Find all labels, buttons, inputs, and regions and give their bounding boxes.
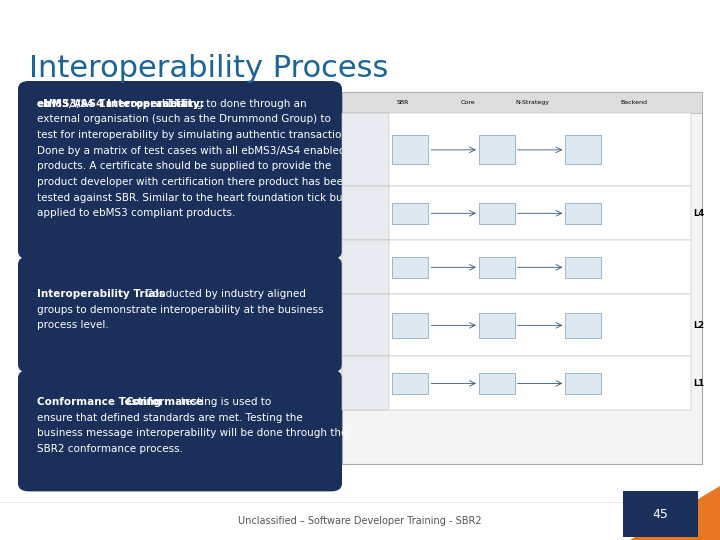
Text: Conformance: Conformance bbox=[126, 397, 204, 407]
Bar bbox=[479, 202, 515, 224]
Text: Conformance Testing: Conformance Testing bbox=[37, 397, 162, 407]
Bar bbox=[342, 240, 691, 294]
Bar bbox=[565, 256, 601, 278]
Bar bbox=[565, 373, 601, 394]
Text: L1: L1 bbox=[693, 379, 704, 388]
Bar bbox=[565, 313, 601, 338]
Text: ebMS3/AS4 Interoperability:: ebMS3/AS4 Interoperability: bbox=[37, 99, 206, 109]
Text: L4: L4 bbox=[693, 209, 704, 218]
Bar bbox=[342, 186, 691, 240]
Bar bbox=[342, 240, 389, 294]
Text: products. A certificate should be supplied to provide the: products. A certificate should be suppli… bbox=[37, 161, 332, 172]
Text: test for interoperability by simulating authentic transaction.: test for interoperability by simulating … bbox=[37, 130, 352, 140]
Text: applied to ebMS3 compliant products.: applied to ebMS3 compliant products. bbox=[37, 208, 236, 219]
Text: Component and
Unit: Component and Unit bbox=[344, 320, 386, 330]
Text: Done by a matrix of test cases with all ebMS3/AS4 enabled: Done by a matrix of test cases with all … bbox=[37, 146, 346, 156]
FancyBboxPatch shape bbox=[623, 491, 698, 537]
Bar bbox=[392, 373, 428, 394]
Text: Unit
Conformance: Unit Conformance bbox=[348, 378, 382, 389]
Text: ensure that defined standards are met. Testing the: ensure that defined standards are met. T… bbox=[37, 413, 303, 423]
Bar bbox=[392, 202, 428, 224]
Text: SBR2 conformance process.: SBR2 conformance process. bbox=[37, 444, 184, 454]
Text: Interoperability
AS4/ebMS3: Interoperability AS4/ebMS3 bbox=[345, 145, 385, 156]
FancyBboxPatch shape bbox=[18, 81, 342, 259]
Text: process level.: process level. bbox=[37, 320, 109, 330]
Text: 45: 45 bbox=[652, 508, 668, 521]
Text: SBR: SBR bbox=[397, 100, 410, 105]
Bar bbox=[479, 373, 515, 394]
Bar bbox=[392, 256, 428, 278]
Text: L2: L2 bbox=[693, 321, 704, 330]
Bar bbox=[342, 294, 389, 356]
FancyBboxPatch shape bbox=[342, 92, 702, 464]
Text: Core: Core bbox=[461, 100, 475, 105]
Text: eCSO Test Strategy V0.2: eCSO Test Strategy V0.2 bbox=[349, 100, 442, 109]
Text: Unclassified – Software Developer Training - SBR2: Unclassified – Software Developer Traini… bbox=[238, 516, 482, 526]
Bar bbox=[342, 113, 691, 186]
Bar bbox=[479, 313, 515, 338]
Text: tested against SBR. Similar to the heart foundation tick but: tested against SBR. Similar to the heart… bbox=[37, 193, 347, 203]
Text: ebMS3/AS4 Interoperability:: ebMS3/AS4 Interoperability: bbox=[37, 99, 204, 109]
Text: Testing to done through an: Testing to done through an bbox=[163, 99, 307, 109]
Bar bbox=[392, 136, 428, 165]
Text: groups to demonstrate interoperability at the business: groups to demonstrate interoperability a… bbox=[37, 305, 324, 315]
Bar bbox=[565, 136, 601, 165]
Bar bbox=[342, 356, 389, 410]
Bar bbox=[479, 136, 515, 165]
Text: N-Strategy: N-Strategy bbox=[516, 100, 550, 105]
Polygon shape bbox=[630, 486, 720, 540]
Text: testing is used to: testing is used to bbox=[181, 397, 271, 407]
Bar bbox=[342, 186, 389, 240]
Text: product developer with certification there product has been: product developer with certification the… bbox=[37, 177, 350, 187]
Text: Interoperability
Conformance
Application: Interoperability Conformance Application bbox=[345, 259, 385, 275]
Bar bbox=[392, 313, 428, 338]
Text: Interoperability Process: Interoperability Process bbox=[29, 54, 388, 83]
Text: Solution and
Application
Interoperability: Solution and Application Interoperabilit… bbox=[345, 205, 385, 221]
Bar bbox=[342, 356, 691, 410]
FancyBboxPatch shape bbox=[18, 256, 342, 373]
Text: Conducted by industry aligned: Conducted by industry aligned bbox=[142, 289, 306, 299]
Bar bbox=[342, 92, 702, 113]
FancyBboxPatch shape bbox=[18, 370, 342, 491]
Bar bbox=[565, 202, 601, 224]
Text: Interoperability Trials: Interoperability Trials bbox=[37, 289, 166, 299]
Bar bbox=[342, 113, 389, 186]
Bar bbox=[342, 294, 691, 356]
Text: Backend: Backend bbox=[620, 100, 647, 105]
Text: business message interoperability will be done through the: business message interoperability will b… bbox=[37, 428, 348, 438]
Bar bbox=[479, 256, 515, 278]
Text: external organisation (such as the Drummond Group) to: external organisation (such as the Drumm… bbox=[37, 114, 331, 125]
